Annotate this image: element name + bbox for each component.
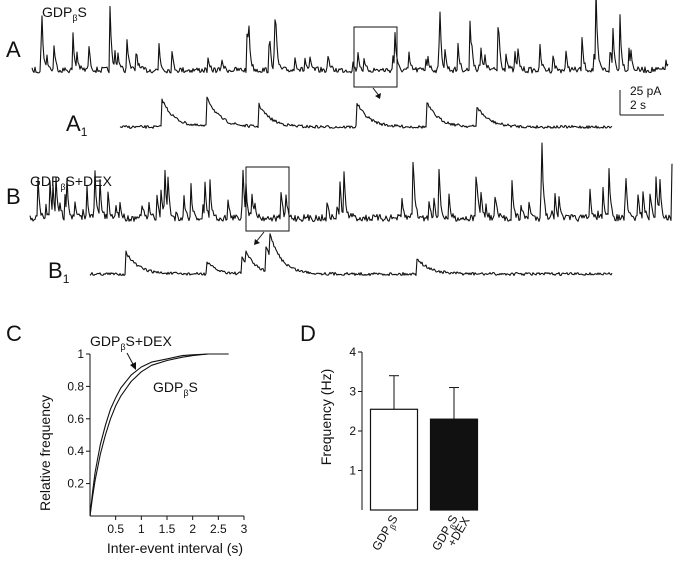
zoom-arrow-a-head (375, 93, 381, 99)
chart-c-y-tick-label: 0.2 (67, 477, 84, 491)
chart-d-bar-2 (429, 418, 479, 511)
chart-c-series-1-label: GDPβS (153, 379, 198, 398)
chart-c-x-tick-label: 0.5 (107, 522, 124, 536)
panel-a-letter: A (6, 37, 21, 62)
chart-c-x-tick-label: 2.5 (210, 522, 227, 536)
chart-c-y-axis-label: Relative frequency (37, 395, 53, 511)
scale-bar-current-label: 25 pA (630, 84, 661, 98)
chart-c-x-tick-label: 1 (138, 522, 145, 536)
zoom-arrow-b-head (254, 239, 260, 245)
chart-d-category-label-1: GDPβS (369, 513, 402, 554)
trace-a (31, 0, 669, 74)
chart-c-series-2-label: GDPβS+DEX (90, 333, 172, 352)
chart-c-x-tick-label: 1.5 (159, 522, 176, 536)
chart-c-label-arrow-head (130, 362, 136, 370)
zoom-box-a (353, 26, 398, 88)
panel-c-letter: C (6, 321, 22, 346)
trace-b1 (89, 233, 613, 277)
scale-bar-time-label: 2 s (630, 98, 646, 112)
panel-b-letter: B (6, 184, 21, 209)
cumulative-chart: 0.2 0.4 0.6 0.8 1 0.5 1 1.5 2 2.5 3 Inter-event int… (37, 333, 248, 556)
chart-c-series-2-line (89, 353, 229, 517)
zoom-box-b (245, 166, 290, 232)
chart-c-x-tick-label: 3 (241, 522, 248, 536)
chart-d-bar-1 (369, 408, 419, 511)
chart-c-y-tick-label: 0.8 (67, 379, 84, 393)
trace-b (29, 142, 673, 222)
panel-a1-label: A1 (66, 111, 88, 139)
chart-c-y-tick-label: 1 (77, 347, 84, 361)
chart-d-y-tick-label: 2 (349, 424, 356, 438)
trace-a1 (119, 96, 613, 129)
chart-d-y-tick-label: 4 (349, 345, 356, 359)
panel-d-letter: D (300, 321, 316, 346)
chart-c-x-tick-label: 2 (189, 522, 196, 536)
panel-b1-label: B1 (48, 258, 70, 286)
chart-c-y-tick-label: 0.4 (67, 444, 84, 458)
chart-d-y-tick-label: 1 (349, 464, 356, 478)
chart-d-y-axis-label: Frequency (Hz) (318, 369, 334, 465)
panel-a-condition: GDPβS (42, 4, 87, 23)
chart-c-x-axis-label: Inter-event interval (s) (107, 540, 243, 556)
chart-d-y-tick-label: 3 (349, 385, 356, 399)
zoom-arrow-b-line (255, 231, 265, 243)
chart-c-y-tick-label: 0.6 (67, 412, 84, 426)
